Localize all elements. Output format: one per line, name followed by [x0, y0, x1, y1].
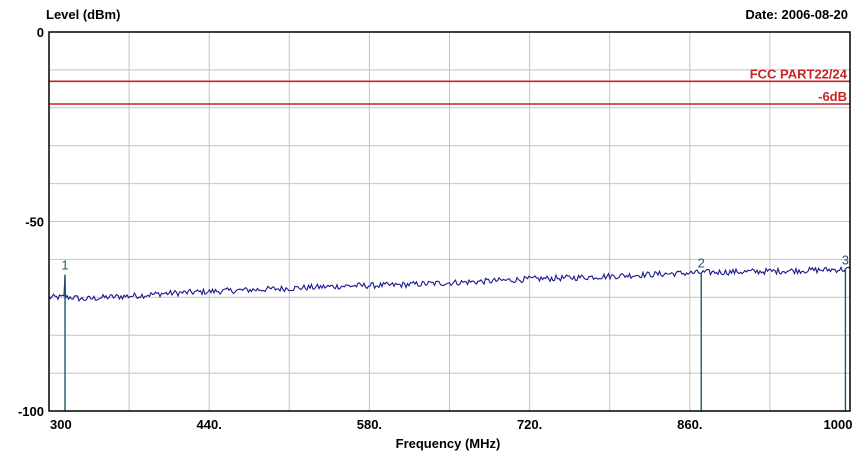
y-tick-label: 0 — [37, 25, 44, 40]
tick-labels: 300 440. 580. 720. 860. 1000 0 -50 -100 — [18, 25, 852, 432]
grid — [49, 32, 850, 411]
marker-label: 2 — [698, 256, 705, 271]
x-tick-label: 720. — [517, 417, 542, 432]
limit-line-label: FCC PART22/24 — [750, 66, 848, 81]
x-tick-label: 440. — [197, 417, 222, 432]
trace-line — [48, 266, 851, 302]
x-tick-label: 860. — [677, 417, 702, 432]
x-tick-label: 1000 — [824, 417, 853, 432]
limit-line-label: -6dB — [818, 89, 847, 104]
marker-label: 3 — [842, 253, 849, 268]
marker-label: 1 — [61, 258, 68, 273]
date-label: Date: 2006-08-20 — [745, 7, 848, 22]
plot-frame — [48, 31, 851, 412]
limit-lines: FCC PART22/24 -6dB — [49, 66, 850, 105]
x-tick-label: 300 — [50, 417, 72, 432]
y-tick-label: -100 — [18, 404, 44, 419]
y-tick-label: -50 — [25, 215, 44, 230]
markers: 1 2 3 — [61, 253, 849, 411]
x-tick-label: 580. — [357, 417, 382, 432]
series-layer — [48, 266, 851, 302]
y-axis-label: Level (dBm) — [46, 7, 120, 22]
x-axis-label: Frequency (MHz) — [396, 436, 501, 451]
